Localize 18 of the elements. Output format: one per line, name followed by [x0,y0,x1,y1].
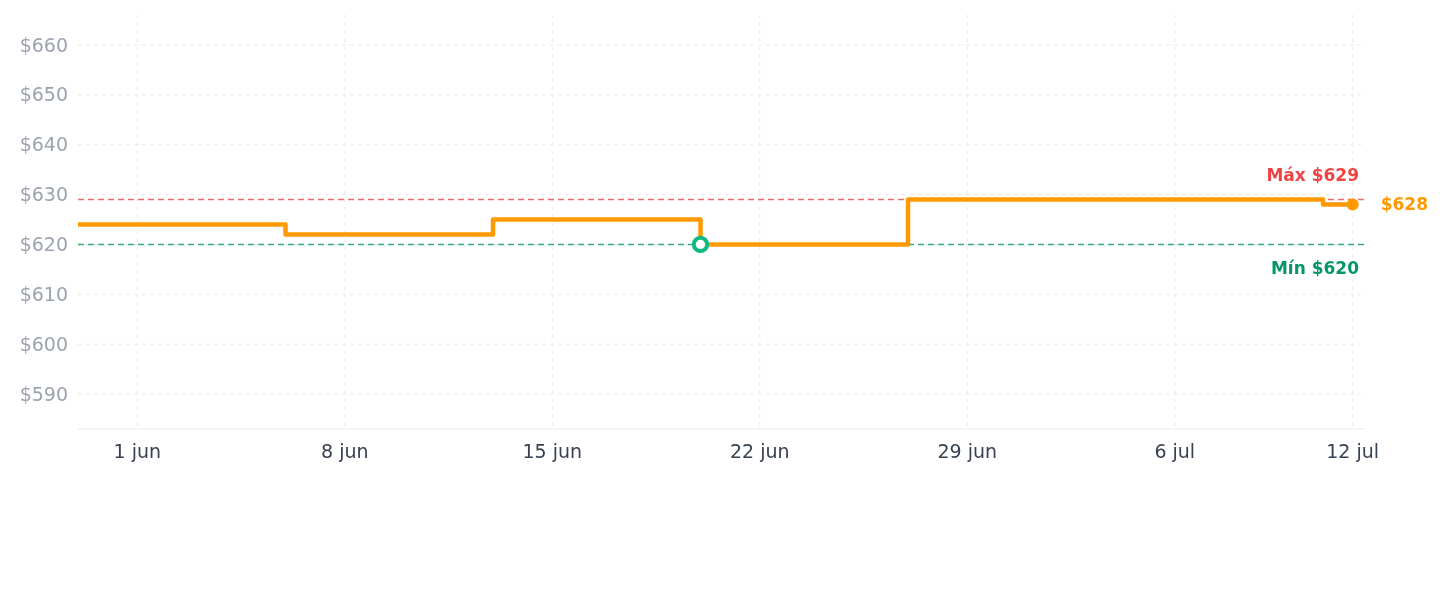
y-tick-label: $610 [19,282,68,305]
y-tick-label: $600 [19,332,68,355]
y-tick-label: $620 [19,233,68,256]
x-tick-label: 29 jun [937,440,998,462]
x-tick-label: 6 jul [1154,440,1196,462]
y-tick-label: $640 [19,133,68,156]
x-tick-label: 8 jun [321,440,369,462]
y-tick-label: $660 [19,33,68,56]
annotation: $628 [1380,194,1428,215]
ref-line-label: Mín $620 [1270,258,1360,279]
x-tick-label: 15 jun [522,440,583,462]
x-tick-label: 22 jun [729,440,790,462]
x-tick-label: 1 jun [113,440,162,462]
y-tick-label: $650 [19,83,68,106]
y-tick-label: $630 [19,183,68,206]
y-tick-label: $590 [19,382,68,405]
x-tick-label: 12 jul [1326,440,1380,462]
ref-line-label: Máx $629 [1266,164,1359,185]
